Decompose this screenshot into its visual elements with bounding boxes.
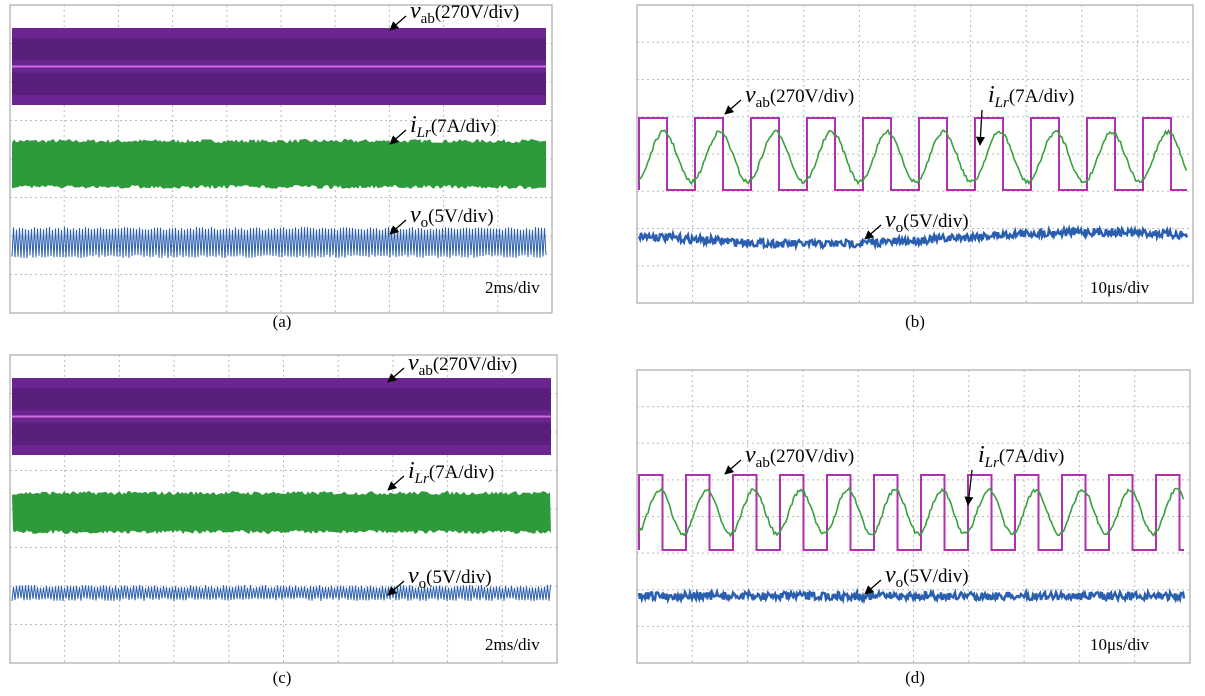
figure: vab(270V/div)iLr(7A/div)vo(5V/div)2ms/di…	[0, 0, 1205, 696]
label-symbol: v	[885, 562, 896, 588]
label-scale: (270V/div)	[770, 446, 854, 467]
label-symbol: i	[410, 112, 417, 138]
timebase-label: 2ms/div	[485, 635, 540, 654]
label-symbol: i	[978, 442, 985, 468]
label-subscript: o	[896, 575, 904, 591]
timebase-label: 10μs/div	[1090, 278, 1150, 297]
trace-vab-band	[12, 423, 551, 446]
label-scale: (5V/div)	[426, 567, 491, 588]
panel-caption: (a)	[273, 312, 292, 331]
label-subscript: ab	[756, 455, 770, 471]
trace-ilr	[12, 139, 546, 189]
label-scale: (270V/div)	[770, 86, 854, 107]
panel-caption: (c)	[273, 668, 292, 687]
label-symbol: v	[745, 82, 756, 108]
scope-panel: vab(270V/div)iLr(7A/div)vo(5V/div)2ms/di…	[10, 0, 552, 331]
panel-caption: (b)	[905, 312, 925, 331]
label-subscript: o	[419, 576, 427, 592]
label-symbol: v	[745, 442, 756, 468]
label-symbol: i	[408, 458, 415, 484]
label-subscript: o	[896, 220, 904, 236]
label-subscript: Lr	[984, 455, 999, 471]
label-scale: (5V/div)	[903, 566, 968, 587]
scope-panel: vab(270V/div)iLr(7A/div)vo(5V/div)10μs/d…	[637, 370, 1190, 687]
label-symbol: v	[410, 0, 421, 24]
label-subscript: ab	[419, 363, 433, 379]
label-symbol: i	[988, 82, 995, 108]
trace-ilr	[12, 491, 551, 534]
label-subscript: ab	[756, 95, 770, 111]
label-subscript: Lr	[416, 125, 431, 141]
label-subscript: Lr	[414, 471, 429, 487]
trace-vab-band	[12, 38, 546, 61]
trace-vab-band	[12, 388, 551, 411]
panel-caption: (d)	[905, 668, 925, 687]
label-scale: (7A/div)	[429, 462, 494, 483]
label-scale: (270V/div)	[435, 2, 519, 23]
label-scale: (5V/div)	[903, 211, 968, 232]
scope-frame	[637, 5, 1193, 303]
label-symbol: v	[410, 202, 421, 228]
label-symbol: v	[408, 563, 419, 589]
trace-vab-band	[12, 73, 546, 96]
label-scale: (7A/div)	[431, 116, 496, 137]
timebase-label: 2ms/div	[485, 278, 540, 297]
label-scale: (7A/div)	[1009, 86, 1074, 107]
label-subscript: o	[421, 215, 429, 231]
label-scale: (7A/div)	[999, 446, 1064, 467]
label-subscript: Lr	[994, 95, 1009, 111]
page: vab(270V/div)iLr(7A/div)vo(5V/div)2ms/di…	[0, 0, 1205, 696]
timebase-label: 10μs/div	[1090, 635, 1150, 654]
label-symbol: v	[408, 350, 419, 376]
label-scale: (5V/div)	[428, 206, 493, 227]
label-symbol: v	[885, 207, 896, 233]
trace-label: vab(270V/div)	[408, 350, 517, 379]
trace-label: vab(270V/div)	[410, 0, 519, 27]
scope-panel: vab(270V/div)iLr(7A/div)vo(5V/div)2ms/di…	[10, 350, 557, 687]
label-scale: (270V/div)	[433, 354, 517, 375]
scope-panel: vab(270V/div)iLr(7A/div)vo(5V/div)10μs/d…	[637, 5, 1193, 331]
label-subscript: ab	[421, 11, 435, 27]
